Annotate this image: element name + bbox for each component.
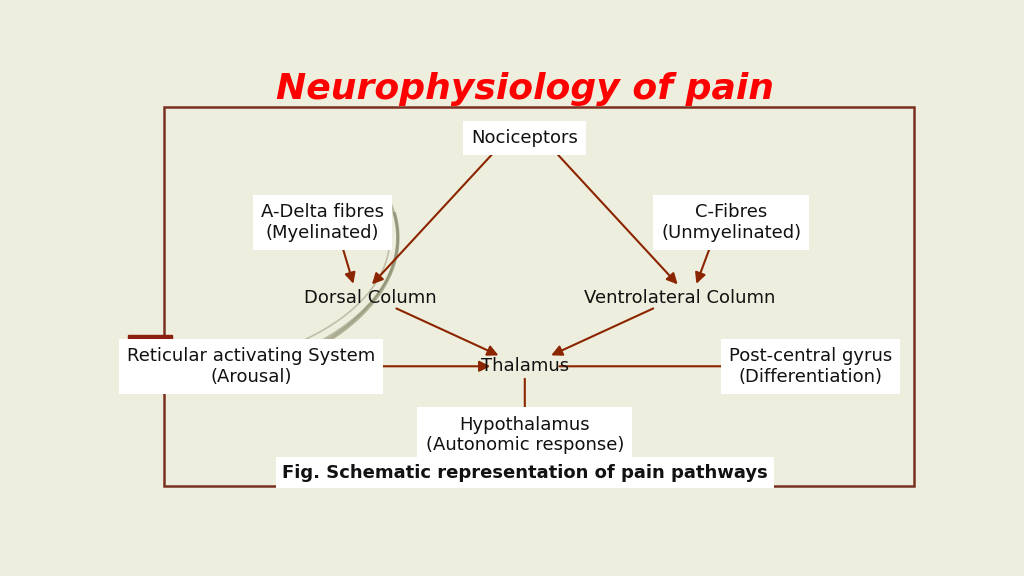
Text: Nociceptors: Nociceptors: [471, 129, 579, 147]
Text: A-Delta fibres
(Myelinated): A-Delta fibres (Myelinated): [261, 203, 384, 241]
Text: Ventrolateral Column: Ventrolateral Column: [584, 289, 775, 306]
Text: Thalamus: Thalamus: [480, 357, 569, 376]
Text: Post-central gyrus
(Differentiation): Post-central gyrus (Differentiation): [729, 347, 892, 386]
Bar: [128, 335, 172, 388]
FancyBboxPatch shape: [164, 107, 913, 486]
Text: C-Fibres
(Unmyelinated): C-Fibres (Unmyelinated): [662, 203, 801, 241]
Text: Dorsal Column: Dorsal Column: [304, 289, 436, 306]
Text: Hypothalamus
(Autonomic response): Hypothalamus (Autonomic response): [426, 416, 624, 454]
Text: Fig. Schematic representation of pain pathways: Fig. Schematic representation of pain pa…: [282, 464, 768, 482]
Text: Reticular activating System
(Arousal): Reticular activating System (Arousal): [127, 347, 375, 386]
Text: Neurophysiology of pain: Neurophysiology of pain: [275, 72, 774, 106]
